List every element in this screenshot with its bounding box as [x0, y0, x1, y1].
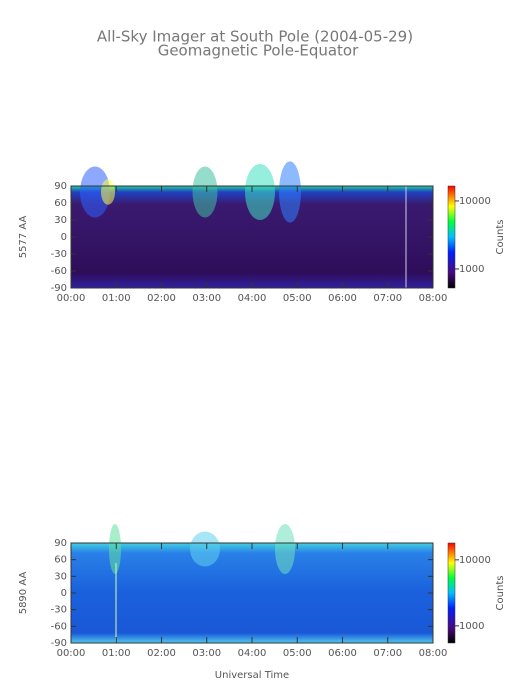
- x-tick-label: 01:00: [102, 293, 131, 304]
- y-tick-label: -60: [51, 621, 67, 632]
- y-tick-label: 60: [54, 555, 67, 566]
- heatmap-feature: [190, 531, 220, 567]
- y-tick-label: 30: [54, 215, 67, 226]
- x-tick-label: 06:00: [328, 293, 357, 304]
- title: All-Sky Imager at South Pole (2004-05-29…: [97, 28, 413, 46]
- colorbar: [447, 542, 456, 644]
- y-tick-label: 90: [54, 181, 67, 192]
- x-tick-label: 01:00: [102, 648, 131, 659]
- heatmap-feature: [275, 524, 295, 574]
- colorbar-tick-label: 10000: [459, 196, 491, 207]
- colorbar-tick-label: 1000: [459, 621, 484, 632]
- x-axis-label: Universal Time: [215, 670, 289, 680]
- x-tick-label: 07:00: [373, 648, 402, 659]
- x-tick-label: 08:00: [419, 648, 448, 659]
- y-axis-label: 5890 AA: [18, 572, 29, 615]
- x-tick-label: 00:00: [57, 293, 86, 304]
- x-tick-label: 05:00: [283, 648, 312, 659]
- y-tick-label: -90: [51, 638, 67, 649]
- x-tick-label: 04:00: [238, 293, 267, 304]
- heatmap-feature: [245, 163, 275, 221]
- heatmap-feature: [192, 166, 218, 218]
- heatmap-feature: [109, 524, 121, 574]
- heatmap-feature: [279, 161, 301, 223]
- colorbar-label: Counts: [495, 576, 506, 611]
- x-tick-label: 00:00: [57, 648, 86, 659]
- subtitle: Geomagnetic Pole-Equator: [158, 42, 359, 60]
- x-tick-label: 04:00: [238, 648, 267, 659]
- x-tick-label: 02:00: [147, 293, 176, 304]
- colorbar-tick-label: 10000: [459, 555, 491, 566]
- x-tick-label: 02:00: [147, 648, 176, 659]
- x-tick-label: 08:00: [419, 293, 448, 304]
- x-tick-label: 03:00: [192, 648, 221, 659]
- heatmap-feature: [80, 166, 110, 218]
- x-tick-label: 06:00: [328, 648, 357, 659]
- y-tick-label: -90: [51, 283, 67, 294]
- y-tick-label: 90: [54, 538, 67, 549]
- y-tick-label: -60: [51, 266, 67, 277]
- y-tick-label: 60: [54, 198, 67, 209]
- colorbar-tick-label: 1000: [459, 264, 484, 275]
- y-tick-label: 30: [54, 571, 67, 582]
- colorbar-label: Counts: [495, 220, 506, 255]
- x-tick-label: 07:00: [373, 293, 402, 304]
- y-axis-label: 5577 AA: [18, 216, 29, 259]
- y-tick-label: 0: [61, 588, 67, 599]
- colorbar: [447, 185, 456, 289]
- y-tick-label: 0: [61, 232, 67, 243]
- y-tick-label: -30: [51, 249, 67, 260]
- x-tick-label: 05:00: [283, 293, 312, 304]
- heatmap-image: [71, 543, 433, 643]
- y-tick-label: -30: [51, 605, 67, 616]
- heatmap-feature: [101, 179, 115, 205]
- x-tick-label: 03:00: [192, 293, 221, 304]
